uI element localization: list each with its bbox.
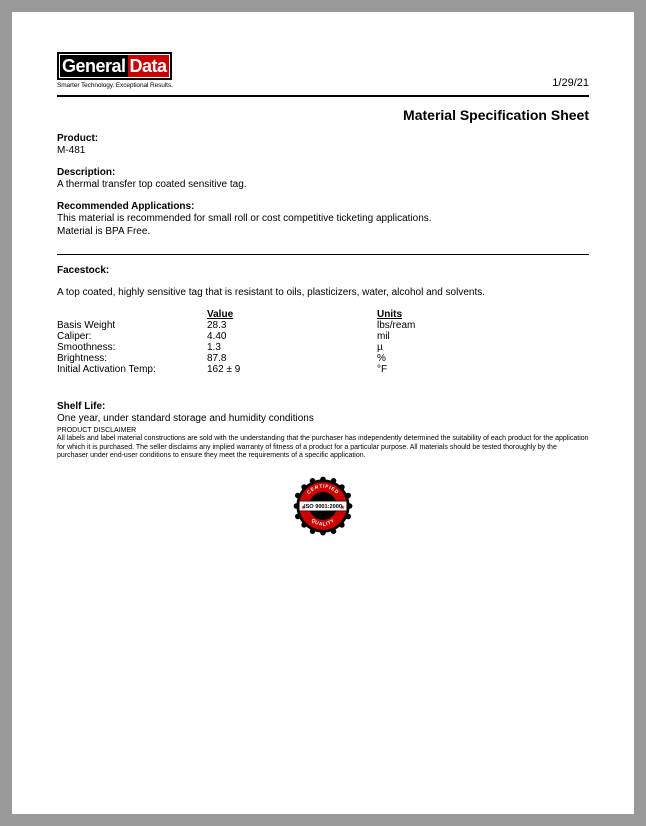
product-value: M-481 [57,144,589,157]
product-label: Product: [57,133,589,144]
disclaimer-title: PRODUCT DISCLAIMER [57,427,589,435]
spec-row-value: 87.8 [207,353,377,364]
logo-frame: General Data [57,52,172,80]
spec-row-units: °F [377,364,507,375]
spec-row-units: % [377,353,507,364]
header-rule [57,95,589,97]
spec-row-name: Initial Activation Temp: [57,364,207,375]
spec-row-units: mil [377,331,507,342]
spec-row-name: Basis Weight [57,320,207,331]
recommended-line2: Material is BPA Free. [57,225,589,238]
spec-row-name: Caliper: [57,331,207,342]
svg-text:★: ★ [301,503,306,510]
product-section: Product: M-481 [57,133,589,157]
header-row: General Data Smarter Technology. Excepti… [57,52,589,89]
cert-mid-text: ISO 9001:2000 [304,504,342,510]
spec-col-blank [57,309,207,320]
svg-text:★: ★ [340,503,345,510]
recommended-section: Recommended Applications: This material … [57,201,589,238]
section-rule [57,254,589,255]
spec-row-name: Brightness: [57,353,207,364]
cert-badge-wrap: CERTIFIED QUALITY ISO 9001:2000 ★ ★ [57,471,589,544]
description-section: Description: A thermal transfer top coat… [57,167,589,191]
recommended-line1: This material is recommended for small r… [57,212,589,225]
spec-table: Value Units Basis Weight 28.3 lbs/ream C… [57,309,589,375]
facestock-label: Facestock: [57,265,589,276]
facestock-section: Facestock: A top coated, highly sensitiv… [57,265,589,375]
iso-cert-badge-icon: CERTIFIED QUALITY ISO 9001:2000 ★ ★ [288,471,358,541]
spec-row-units: lbs/ream [377,320,507,331]
logo-word-left: General [60,55,128,77]
spec-row-name: Smoothness: [57,342,207,353]
spec-row-value: 4.40 [207,331,377,342]
company-logo: General Data Smarter Technology. Excepti… [57,52,173,89]
description-label: Description: [57,167,589,178]
document-date: 1/29/21 [552,77,589,89]
shelf-life-value: One year, under standard storage and hum… [57,412,589,425]
logo-word-right: Data [128,55,169,77]
disclaimer-body: All labels and label material constructi… [57,435,589,460]
document-page: General Data Smarter Technology. Excepti… [12,12,634,814]
spec-row-value: 28.3 [207,320,377,331]
document-title: Material Specification Sheet [57,107,589,123]
spec-col-value: Value [207,309,377,320]
spec-row-value: 1.3 [207,342,377,353]
spec-col-units: Units [377,309,507,320]
facestock-desc: A top coated, highly sensitive tag that … [57,286,589,299]
logo-inner: General Data [60,55,169,77]
description-value: A thermal transfer top coated sensitive … [57,178,589,191]
shelf-life-section: Shelf Life: One year, under standard sto… [57,401,589,461]
spec-row-units: µ [377,342,507,353]
recommended-label: Recommended Applications: [57,201,589,212]
logo-tagline: Smarter Technology. Exceptional Results. [57,82,173,89]
shelf-life-label: Shelf Life: [57,401,589,412]
spec-row-value: 162 ± 9 [207,364,377,375]
